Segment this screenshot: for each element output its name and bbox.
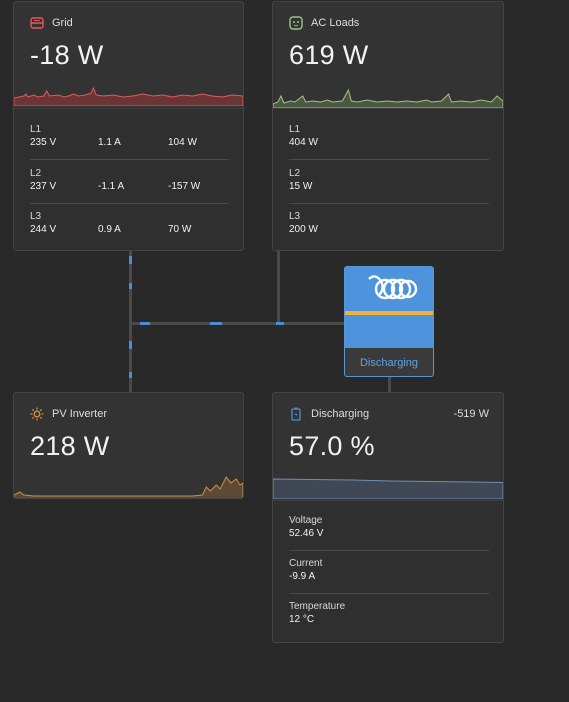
grid-details: L1 235 V 1.1 A 104 W L2 237 V -1.1 A -15… (14, 108, 243, 250)
inverter-tile[interactable]: Discharging (344, 266, 434, 377)
battery-power: -519 W (453, 408, 489, 420)
connector-horizontal (129, 322, 345, 325)
battery-card[interactable]: Discharging -519 W 57.0 % Voltage 52.46 … (272, 392, 504, 643)
phase-current: -1.1 A (98, 181, 125, 192)
divider (30, 159, 229, 160)
battery-current-value: -9.9 A (289, 571, 316, 582)
pv-inverter-card[interactable]: PV Inverter 218 W (13, 392, 244, 499)
flow-dot (210, 322, 222, 325)
phase-label: L3 (30, 211, 42, 222)
inverter-panel (345, 315, 433, 348)
phase-power: 200 W (289, 224, 318, 235)
ac-loads-phase-l3: L3 200 W (289, 211, 489, 236)
ac-loads-power: 619 W (289, 40, 369, 70)
ac-loads-sparkline (273, 88, 503, 108)
battery-temperature-label: Temperature (289, 601, 346, 612)
grid-card[interactable]: Grid -18 W L1 235 V 1.1 A 104 W L2 237 V… (13, 1, 244, 251)
victron-logo (368, 275, 418, 300)
divider (289, 203, 489, 204)
battery-icon (289, 407, 303, 421)
phase-voltage: 235 V (30, 137, 57, 148)
phase-voltage: 237 V (30, 181, 57, 192)
ac-loads-header: AC Loads (289, 16, 359, 30)
grid-power: -18 W (30, 40, 104, 70)
flow-dot (129, 341, 132, 349)
battery-current-row: Current -9.9 A (289, 558, 489, 582)
grid-phase-l1: L1 235 V 1.1 A 104 W (30, 124, 229, 149)
ac-loads-title: AC Loads (311, 17, 360, 29)
phase-power: 15 W (289, 181, 313, 192)
battery-title: Discharging (311, 408, 370, 420)
divider (289, 593, 489, 594)
flow-dot (129, 283, 132, 289)
phase-label: L2 (289, 168, 301, 179)
phase-current: 0.9 A (98, 224, 121, 235)
ac-loads-icon (289, 16, 303, 30)
inverter-stripe (345, 311, 433, 315)
phase-label: L1 (289, 124, 301, 135)
grid-header: Grid (30, 16, 73, 30)
battery-current-label: Current (289, 558, 323, 569)
pv-inverter-sparkline (14, 476, 243, 498)
battery-header: Discharging (289, 407, 369, 421)
divider (289, 550, 489, 551)
ac-loads-phase-l2: L2 15 W (289, 168, 489, 193)
flow-dot (276, 322, 284, 325)
battery-voltage-row: Voltage 52.46 V (289, 515, 489, 539)
grid-phase-l2: L2 237 V -1.1 A -157 W (30, 168, 229, 193)
grid-icon (30, 16, 44, 30)
ac-loads-card[interactable]: AC Loads 619 W L1 404 W L2 15 W L3 200 W (272, 1, 504, 251)
battery-soc-chart (273, 478, 503, 499)
grid-title: Grid (52, 17, 73, 29)
flow-dot (140, 322, 150, 325)
inverter-logo-area (345, 267, 433, 311)
phase-power: 70 W (168, 224, 192, 235)
phase-label: L1 (30, 124, 42, 135)
battery-details: Voltage 52.46 V Current -9.9 A Temperatu… (273, 500, 503, 642)
phase-voltage: 244 V (30, 224, 57, 235)
battery-soc: 57.0 % (289, 431, 375, 461)
ac-loads-phase-l1: L1 404 W (289, 124, 489, 149)
sun-icon (30, 407, 44, 421)
battery-temperature-value: 12 °C (289, 614, 315, 625)
phase-current: 1.1 A (98, 137, 121, 148)
flow-dot (129, 372, 132, 378)
grid-sparkline (14, 86, 243, 106)
connector-battery-vertical (388, 377, 391, 393)
flow-dot (129, 256, 132, 264)
grid-phase-l3: L3 244 V 0.9 A 70 W (30, 211, 229, 236)
divider (289, 159, 489, 160)
battery-voltage-label: Voltage (289, 515, 323, 526)
battery-voltage-value: 52.46 V (289, 528, 324, 539)
pv-inverter-power: 218 W (30, 431, 110, 461)
connector-ac-vertical (277, 251, 280, 325)
phase-label: L3 (289, 211, 301, 222)
pv-inverter-header: PV Inverter (30, 407, 107, 421)
inverter-status: Discharging (359, 357, 419, 369)
phase-label: L2 (30, 168, 42, 179)
ac-loads-details: L1 404 W L2 15 W L3 200 W (273, 108, 503, 250)
divider (30, 203, 229, 204)
phase-power: 104 W (168, 137, 197, 148)
battery-temperature-row: Temperature 12 °C (289, 601, 489, 625)
pv-inverter-title: PV Inverter (52, 408, 108, 420)
phase-power: -157 W (168, 181, 201, 192)
phase-power: 404 W (289, 137, 318, 148)
connector-grid-vertical (129, 251, 132, 392)
